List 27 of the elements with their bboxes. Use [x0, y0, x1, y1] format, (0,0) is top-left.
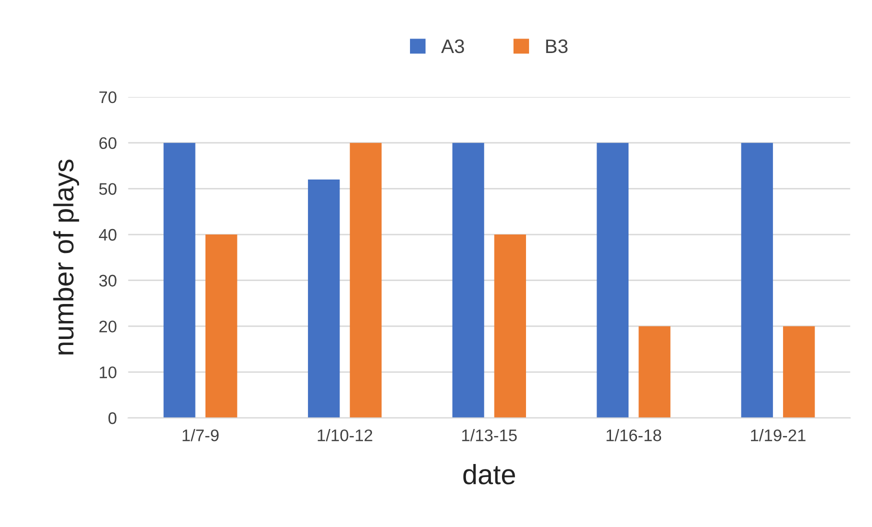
y-tick-label: 70 [99, 91, 116, 104]
legend-label: A3 [441, 39, 464, 54]
y-tick-label: 20 [99, 320, 116, 332]
y-tick-label: 60 [99, 137, 116, 150]
bar [494, 234, 526, 418]
bar [741, 142, 773, 418]
bar [596, 142, 629, 418]
legend-label: B3 [546, 39, 568, 54]
y-tick-label: 30 [99, 274, 116, 287]
x-tick-label: 1/10-12 [318, 429, 372, 442]
x-tick-label: 1/16-18 [606, 429, 662, 442]
bar [783, 326, 815, 418]
bar [205, 234, 238, 418]
x-axis-title: date [463, 464, 515, 484]
y-tick-label: 50 [99, 183, 116, 195]
bar [164, 142, 196, 418]
bar [308, 179, 340, 418]
x-tick-label: 1/19-21 [751, 429, 806, 442]
bar [452, 142, 484, 418]
x-tick-label: 1/7-9 [182, 429, 219, 442]
bar [638, 326, 670, 418]
y-axis-title: number of plays [53, 160, 80, 354]
y-tick-label: 40 [98, 228, 116, 241]
x-tick-label: 1/13-15 [462, 429, 517, 442]
y-tick-label: 10 [100, 366, 116, 378]
bar [350, 142, 382, 418]
y-tick-label: 0 [108, 412, 116, 424]
